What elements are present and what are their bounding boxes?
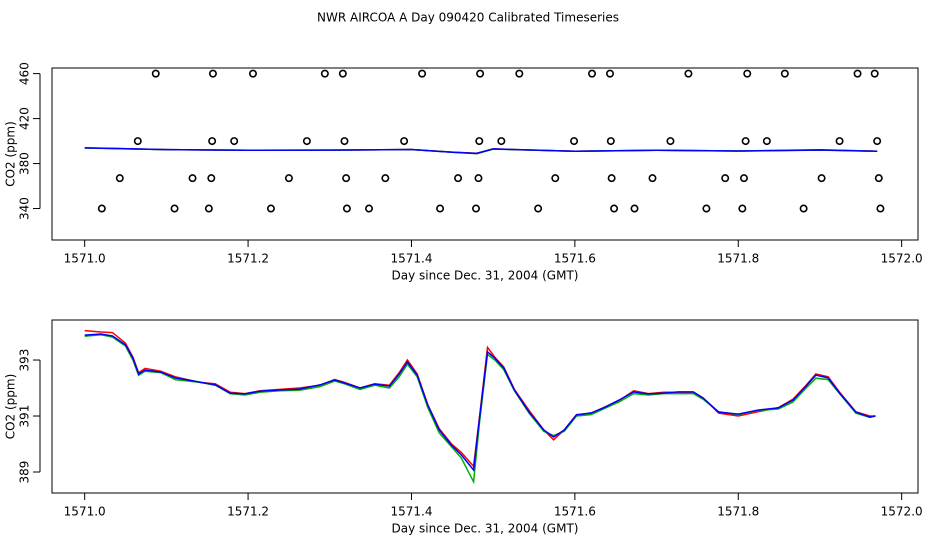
data-point bbox=[400, 137, 409, 146]
data-point bbox=[472, 204, 481, 213]
x-tick-label: 1572.0 bbox=[881, 252, 923, 266]
y-tick-label: 460 bbox=[18, 62, 32, 85]
data-point bbox=[570, 137, 579, 146]
data-point bbox=[208, 137, 217, 146]
x-tick-label: 1571.2 bbox=[227, 252, 269, 266]
data-point bbox=[873, 137, 882, 146]
data-point bbox=[497, 137, 506, 146]
x-tick-label: 1571.4 bbox=[390, 252, 432, 266]
data-point bbox=[876, 204, 885, 213]
data-point bbox=[799, 204, 808, 213]
data-point bbox=[204, 204, 213, 213]
x-tick-label: 1571.6 bbox=[554, 505, 596, 519]
x-axis-label: Day since Dec. 31, 2004 (GMT) bbox=[392, 269, 579, 283]
data-point bbox=[208, 69, 217, 78]
data-point bbox=[115, 174, 124, 183]
data-point bbox=[515, 69, 524, 78]
data-point bbox=[266, 204, 275, 213]
x-tick-label: 1571.6 bbox=[554, 252, 596, 266]
data-point bbox=[588, 69, 597, 78]
data-point bbox=[436, 204, 445, 213]
x-tick-label: 1571.2 bbox=[227, 505, 269, 519]
data-point bbox=[474, 174, 483, 183]
x-tick-label: 1571.8 bbox=[717, 505, 759, 519]
data-point bbox=[780, 69, 789, 78]
y-axis-label: CO2 (ppm) bbox=[4, 121, 18, 187]
data-point bbox=[320, 69, 329, 78]
data-point bbox=[605, 69, 614, 78]
data-point bbox=[97, 204, 106, 213]
data-point bbox=[738, 204, 747, 213]
data-point bbox=[534, 204, 543, 213]
series-line bbox=[84, 333, 876, 472]
data-point bbox=[342, 204, 351, 213]
data-point bbox=[874, 174, 883, 183]
data-point bbox=[302, 137, 311, 146]
data-point bbox=[338, 69, 347, 78]
data-point bbox=[230, 137, 239, 146]
data-point bbox=[684, 69, 693, 78]
data-point bbox=[188, 174, 197, 183]
data-point bbox=[610, 204, 619, 213]
data-point bbox=[284, 174, 293, 183]
data-point bbox=[476, 69, 485, 78]
data-point bbox=[364, 204, 373, 213]
data-point bbox=[853, 69, 862, 78]
y-tick-label: 393 bbox=[18, 349, 32, 372]
y-tick-label: 389 bbox=[18, 461, 32, 484]
data-point bbox=[151, 69, 160, 78]
data-point bbox=[381, 174, 390, 183]
data-point bbox=[743, 69, 752, 78]
y-tick-label: 420 bbox=[18, 107, 32, 130]
data-point bbox=[741, 137, 750, 146]
y-tick-label: 380 bbox=[18, 152, 32, 175]
data-point bbox=[870, 69, 879, 78]
data-point bbox=[817, 174, 826, 183]
x-tick-label: 1571.0 bbox=[64, 252, 106, 266]
data-point bbox=[702, 204, 711, 213]
y-tick-label: 340 bbox=[18, 197, 32, 220]
x-axis-label: Day since Dec. 31, 2004 (GMT) bbox=[392, 522, 579, 536]
data-point bbox=[551, 174, 560, 183]
data-point bbox=[666, 137, 675, 146]
series-line bbox=[84, 147, 878, 155]
data-point bbox=[762, 137, 771, 146]
data-point bbox=[606, 137, 615, 146]
chart-title: NWR AIRCOA A Day 090420 Calibrated Times… bbox=[317, 11, 619, 25]
data-point bbox=[418, 69, 427, 78]
data-point bbox=[133, 137, 142, 146]
data-point bbox=[721, 174, 730, 183]
data-point bbox=[170, 204, 179, 213]
data-point bbox=[207, 174, 216, 183]
x-tick-label: 1571.8 bbox=[717, 252, 759, 266]
data-point bbox=[475, 137, 484, 146]
data-point bbox=[648, 174, 657, 183]
x-tick-label: 1572.0 bbox=[881, 505, 923, 519]
data-point bbox=[342, 174, 351, 183]
x-tick-label: 1571.0 bbox=[64, 505, 106, 519]
x-tick-label: 1571.4 bbox=[390, 505, 432, 519]
y-axis-label: CO2 (ppm) bbox=[4, 374, 18, 440]
data-point bbox=[340, 137, 349, 146]
data-point bbox=[607, 174, 616, 183]
data-point bbox=[248, 69, 257, 78]
data-point bbox=[835, 137, 844, 146]
data-point bbox=[739, 174, 748, 183]
y-tick-label: 391 bbox=[18, 405, 32, 428]
data-point bbox=[454, 174, 463, 183]
data-point bbox=[630, 204, 639, 213]
